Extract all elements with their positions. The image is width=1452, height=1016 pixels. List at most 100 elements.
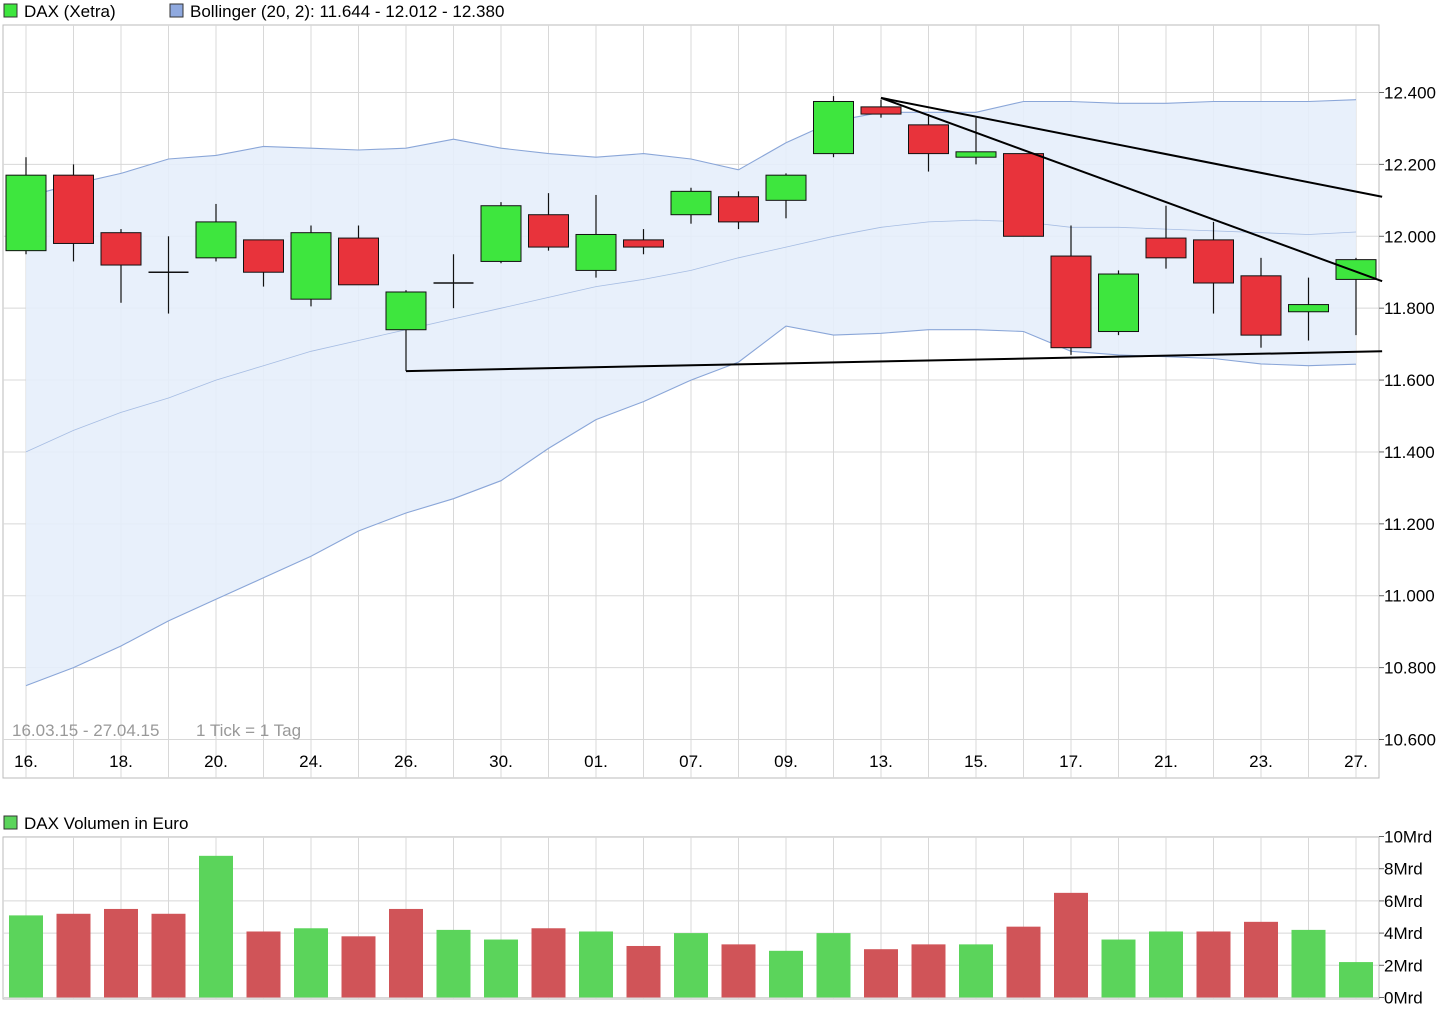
- price-x-tick-label: 17.: [1059, 752, 1083, 771]
- volume-bar-up: [436, 929, 471, 998]
- candle: [623, 229, 664, 255]
- candle: [575, 194, 617, 278]
- price-x-tick-label: 20.: [204, 752, 228, 771]
- volume-bar-down: [341, 936, 376, 998]
- volume-bar-down: [911, 944, 946, 998]
- price-x-tick-label: 15.: [964, 752, 988, 771]
- volume-bar-up: [816, 933, 851, 998]
- price-panel: 10.600 10.800 11.000 11.200 11.400 11.600 11.8…: [2, 24, 1436, 779]
- volume-bar-up: [769, 950, 803, 998]
- volume-bar-up: [1339, 962, 1373, 998]
- candle-body-down: [908, 124, 949, 155]
- candle: [718, 191, 759, 230]
- candle-body-up: [5, 174, 47, 252]
- volume-legend-label: DAX Volumen in Euro: [24, 814, 188, 833]
- candle-body-down: [100, 232, 142, 266]
- candle: [148, 236, 189, 314]
- candle-body-up: [1098, 273, 1139, 333]
- candle-body-down: [1003, 153, 1044, 237]
- volume-bar-down: [721, 944, 756, 998]
- volume-bars: [9, 855, 1373, 998]
- tick-info: 1 Tick = 1 Tag: [196, 721, 301, 740]
- price-y-tick-label: 11.600: [1384, 371, 1435, 390]
- candle: [765, 173, 807, 219]
- price-y-tick-label: 11.200: [1384, 515, 1435, 534]
- candle-body-up: [575, 233, 617, 271]
- candle: [385, 290, 427, 372]
- candle-body-down: [243, 239, 284, 273]
- volume-bar-down: [104, 908, 138, 998]
- volume-bar-up: [674, 933, 708, 998]
- bollinger-legend-swatch: [169, 3, 184, 18]
- price-y-tick-label: 12.200: [1384, 155, 1436, 174]
- price-y-tick-label: 11.000: [1384, 587, 1435, 606]
- volume-bar-up: [1149, 931, 1183, 998]
- volume-bar-down: [531, 928, 566, 998]
- volume-legend-swatch: [3, 815, 18, 830]
- volume-bar-down: [246, 931, 281, 998]
- period-info: 16.03.15 - 27.04.15: [12, 721, 159, 740]
- candle-body-up: [290, 232, 332, 300]
- price-y-tick-label: 10.800: [1384, 659, 1436, 678]
- price-y-tick-label: 11.800: [1384, 299, 1435, 318]
- candle-body-down: [623, 239, 664, 248]
- volume-y-tick-label: 2Mrd: [1384, 956, 1423, 975]
- candle: [1288, 277, 1329, 341]
- candle: [338, 225, 379, 286]
- volume-bar-up: [294, 928, 328, 998]
- volume-y-tick-label: 10Mrd: [1384, 828, 1432, 847]
- candle: [955, 117, 997, 165]
- candle: [670, 187, 712, 224]
- candle-body-down: [1193, 239, 1234, 284]
- price-x-tick-label: 13.: [869, 752, 893, 771]
- bollinger-upper-line: [25, 99, 1357, 198]
- price-x-tick-label: 24.: [299, 752, 323, 771]
- dax-legend-label: DAX (Xetra): [24, 2, 116, 21]
- candle: [243, 239, 284, 287]
- trend-line: [405, 350, 1383, 373]
- volume-bar-down: [1244, 921, 1278, 998]
- volume-bar-up: [1101, 939, 1136, 998]
- volume-bar-up: [199, 855, 233, 998]
- volume-bar-down: [626, 945, 661, 998]
- candle: [528, 193, 569, 251]
- price-x-tick-label: 09.: [774, 752, 798, 771]
- volume-panel: 0Mrd 2Mrd 4Mrd 6Mrd 8Mrd 10Mrd: [2, 828, 1432, 1008]
- price-y-axis: 10.600 10.800 11.000 11.200 11.400 11.600 11.8…: [1379, 84, 1436, 750]
- volume-y-tick-label: 8Mrd: [1384, 860, 1423, 879]
- candle: [1050, 225, 1092, 355]
- candle: [480, 202, 522, 264]
- candle: [813, 96, 854, 158]
- price-x-tick-label: 16.: [14, 752, 38, 771]
- volume-y-tick-label: 0Mrd: [1384, 989, 1423, 1008]
- candle-body-up: [765, 174, 807, 201]
- candle: [195, 203, 237, 262]
- volume-bar-down: [389, 908, 423, 998]
- price-y-tick-label: 12.000: [1384, 227, 1436, 246]
- price-x-axis: 16. 18. 20. 24. 26. 30. 01. 07. 09. 13. 15. 17. 21. 2…: [14, 752, 1368, 771]
- candle-body-down: [1050, 255, 1092, 349]
- price-y-tick-label: 12.400: [1384, 84, 1436, 103]
- bollinger-legend-label: Bollinger (20, 2): 11.644 - 12.012 - 12.…: [190, 2, 504, 21]
- candles: [5, 96, 1377, 372]
- volume-bar-up: [959, 944, 993, 998]
- volume-bar-down: [1006, 926, 1041, 998]
- price-x-tick-label: 07.: [679, 752, 703, 771]
- price-x-tick-label: 18.: [109, 752, 133, 771]
- price-x-tick-label: 26.: [394, 752, 418, 771]
- candle-body-down: [718, 196, 759, 223]
- candle: [1145, 205, 1187, 269]
- price-x-tick-label: 23.: [1249, 752, 1273, 771]
- candle: [1098, 270, 1139, 336]
- price-x-tick-label: 21.: [1154, 752, 1178, 771]
- candle-body-up: [813, 100, 854, 155]
- price-y-tick-label: 11.400: [1384, 443, 1435, 462]
- bollinger-middle-line: [25, 219, 1357, 453]
- volume-bar-down: [1054, 892, 1088, 998]
- volume-bar-down: [151, 913, 186, 998]
- volume-y-axis: 0Mrd 2Mrd 4Mrd 6Mrd 8Mrd 10Mrd: [1379, 828, 1432, 1008]
- volume-y-tick-label: 4Mrd: [1384, 924, 1423, 943]
- volume-bar-down: [56, 913, 91, 998]
- candle-body-up: [955, 151, 997, 158]
